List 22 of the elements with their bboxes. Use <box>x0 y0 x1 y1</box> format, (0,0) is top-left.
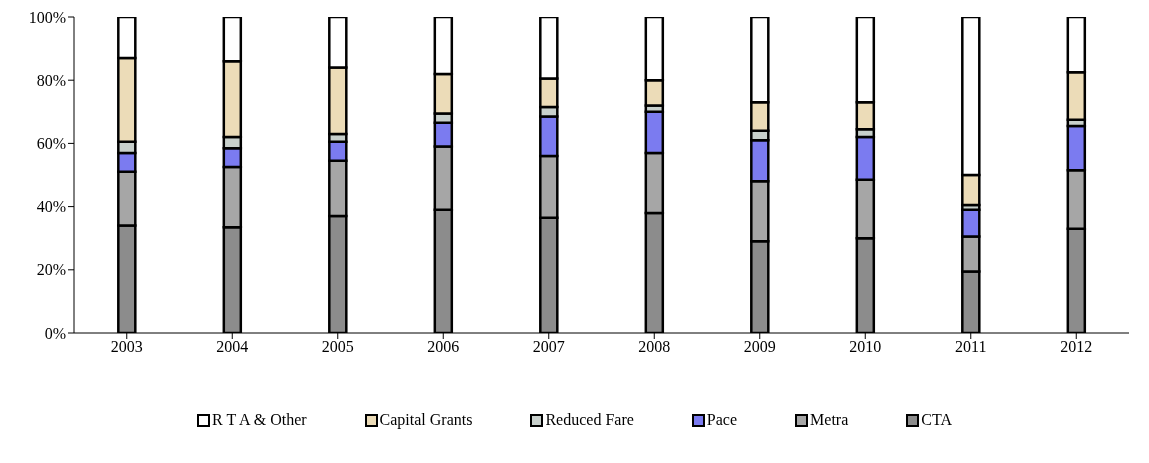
x-tick-label: 2004 <box>216 338 249 356</box>
x-tick-label: 2011 <box>955 338 987 356</box>
legend-label: Pace <box>706 411 738 429</box>
x-tick-label: 2003 <box>110 338 143 356</box>
x-tick-label: 2005 <box>321 338 354 356</box>
y-tick-label: 40% <box>36 198 66 216</box>
legend-label: Capital Grants <box>379 411 473 429</box>
x-tick-label: 2010 <box>849 338 882 356</box>
legend-label: Reduced Fare <box>545 411 634 429</box>
legend-label: CTA <box>921 411 952 429</box>
x-tick-label: 2009 <box>743 338 776 356</box>
legend-label: R T A & Other <box>212 411 307 429</box>
x-tick-label: 2007 <box>532 338 565 356</box>
x-tick-label: 2008 <box>638 338 671 356</box>
y-tick-label: 0% <box>44 324 66 342</box>
y-tick-label: 80% <box>36 71 66 89</box>
y-tick-label: 100% <box>28 8 66 26</box>
x-tick-label: 2012 <box>1060 338 1093 356</box>
y-tick-label: 60% <box>36 135 66 153</box>
y-tick-label: 20% <box>36 261 66 279</box>
legend-label: Metra <box>810 411 849 429</box>
x-tick-label: 2006 <box>427 338 460 356</box>
